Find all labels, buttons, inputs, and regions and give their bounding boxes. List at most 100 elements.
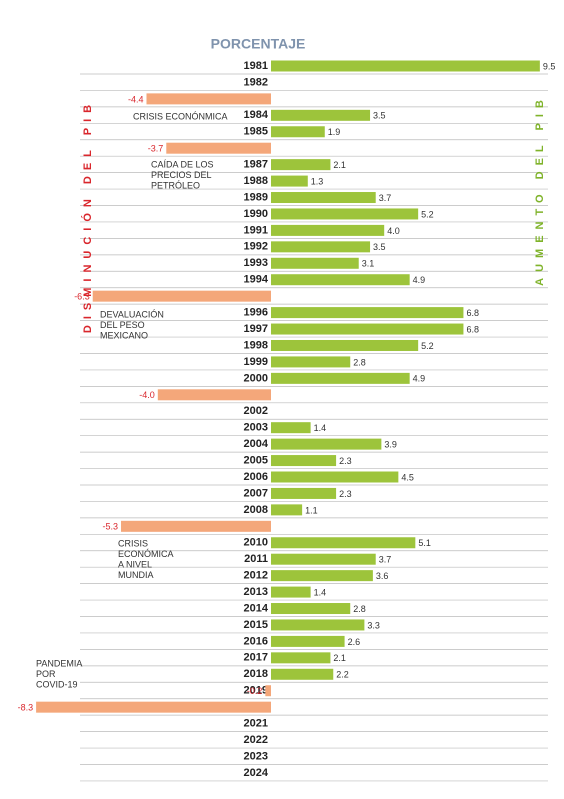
y-tick-label: 1989 [244, 191, 268, 203]
value-label: 3.7 [379, 193, 392, 203]
annotation: A NIVEL [118, 559, 152, 569]
chart-title: PORCENTAJE [211, 36, 306, 52]
value-label: -8.3 [18, 703, 34, 713]
bar [271, 60, 540, 72]
value-label: 3.3 [367, 620, 380, 630]
bar [271, 668, 334, 680]
bar [271, 455, 337, 467]
bar [271, 586, 311, 598]
value-label: 3.6 [376, 571, 389, 581]
y-tick-label: 1993 [244, 257, 268, 269]
bar [271, 487, 337, 499]
annotation: CRISIS ECONÓNMICA [133, 111, 228, 121]
y-tick-label: 2012 [244, 570, 268, 582]
value-label: -3.7 [148, 144, 164, 154]
value-label: -5.3 [102, 522, 118, 532]
y-tick-label: 2003 [244, 422, 268, 434]
bar [271, 603, 351, 615]
bar [271, 257, 359, 269]
y-tick-label: 2017 [244, 652, 268, 664]
y-tick-label: 2016 [244, 635, 268, 647]
bar [271, 307, 464, 319]
y-tick-label: 1982 [244, 76, 268, 88]
y-tick-label: 2011 [244, 553, 268, 565]
annotation: COVID-19 [36, 679, 78, 689]
value-label: 9.5 [543, 61, 556, 71]
y-tick-label: 2002 [244, 405, 268, 417]
negative-side-label: DISMINUCIÓN DEL PIB [81, 99, 94, 333]
annotation: PETRÓLEO [151, 180, 200, 190]
y-tick-label: 2018 [244, 668, 268, 680]
value-label: 1.1 [305, 505, 318, 515]
annotation: CRISIS [118, 538, 148, 548]
y-tick-label: 1992 [244, 241, 268, 253]
positive-side-label: AUMENTO DEL PIB [534, 94, 546, 286]
value-label: 2.6 [348, 637, 361, 647]
y-tick-label: 2004 [244, 438, 269, 450]
annotation: PANDEMIA [36, 658, 82, 668]
value-label: 5.1 [418, 538, 431, 548]
value-label: -4.4 [128, 94, 144, 104]
bar [146, 93, 271, 105]
y-tick-label: 1990 [244, 208, 268, 220]
annotation: PRECIOS DEL [151, 170, 212, 180]
y-tick-label: 1984 [244, 109, 269, 121]
y-tick-label: 2010 [244, 537, 268, 549]
value-label: 4.5 [401, 472, 414, 482]
value-label: 2.1 [333, 653, 346, 663]
value-label: 6.8 [466, 324, 479, 334]
y-tick-label: 2023 [244, 750, 268, 762]
bar [271, 619, 365, 631]
y-tick-label: 1987 [244, 159, 268, 171]
bar [271, 192, 376, 204]
bar [271, 159, 331, 171]
bar [271, 323, 464, 335]
y-tick-label: 2021 [244, 718, 268, 730]
value-label: 2.2 [336, 670, 349, 680]
y-tick-label: 2022 [244, 734, 268, 746]
bar [271, 635, 345, 647]
y-tick-label: 2019 [244, 685, 268, 697]
value-label: 3.1 [362, 259, 375, 269]
value-label: 1.3 [311, 176, 324, 186]
y-tick-label: 1988 [244, 175, 268, 187]
bar [271, 553, 376, 565]
y-tick-label: 1996 [244, 307, 268, 319]
bar [271, 356, 351, 368]
value-label: 1.9 [328, 127, 341, 137]
bar [271, 241, 371, 253]
bar [92, 290, 272, 302]
value-label: -0.2 [247, 686, 263, 696]
value-label: 3.5 [373, 111, 386, 121]
bar [271, 471, 399, 483]
bar [271, 208, 419, 220]
bar [271, 570, 373, 582]
value-label: 1.4 [314, 423, 327, 433]
bar [157, 389, 271, 401]
bar [36, 701, 271, 713]
y-tick-label: 2006 [244, 471, 268, 483]
bar [271, 109, 371, 121]
y-tick-label: 2008 [244, 504, 268, 516]
value-label: 5.2 [421, 209, 434, 219]
y-tick-label: 1999 [244, 356, 268, 368]
y-tick-label: 1991 [244, 224, 268, 236]
y-tick-label: 1994 [244, 274, 269, 286]
bar [271, 422, 311, 434]
bar [271, 372, 410, 384]
value-label: 2.1 [333, 160, 346, 170]
y-tick-label: 2013 [244, 586, 268, 598]
y-tick-label: 2024 [244, 767, 269, 779]
bar [271, 274, 410, 286]
y-tick-label: 2000 [244, 372, 268, 384]
bar [121, 520, 271, 532]
annotation: ECONÓMICA [118, 549, 174, 559]
value-label: 2.8 [353, 604, 366, 614]
value-label: 4.9 [413, 374, 426, 384]
value-label: 2.3 [339, 489, 352, 499]
bar [271, 438, 382, 450]
y-tick-label: 2014 [244, 602, 269, 614]
value-label: 2.8 [353, 357, 366, 367]
y-tick-label: 2007 [244, 487, 268, 499]
